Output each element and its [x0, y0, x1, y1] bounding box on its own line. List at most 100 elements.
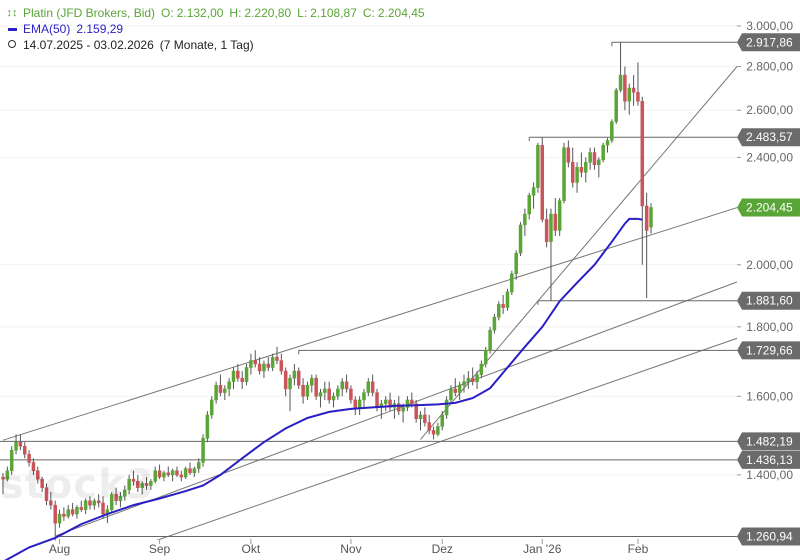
candle-68	[296, 370, 301, 386]
candle-86	[375, 392, 379, 408]
price-label-text-2: 2.204,45	[746, 200, 793, 214]
candle-26	[114, 493, 118, 501]
candle-146	[636, 92, 640, 102]
watermark: stock3	[0, 462, 155, 508]
candle-12	[53, 504, 57, 524]
candle-49	[214, 385, 218, 401]
price-label-6: 1.436,13	[737, 450, 800, 469]
candle-97	[423, 414, 427, 423]
candle-31	[136, 481, 140, 488]
price-label-1: 2.483,57	[737, 128, 800, 147]
price-label-text-0: 2.917,86	[746, 35, 793, 49]
candlestick-icon: ↕↕	[6, 7, 18, 19]
candle-0	[1, 476, 5, 480]
candle-147	[640, 100, 645, 207]
candle-17	[75, 507, 79, 515]
horizontal-levels	[0, 41, 737, 541]
candle-54	[236, 370, 240, 379]
x-tick-label-4: Dez	[432, 542, 453, 556]
trendline-2	[420, 65, 737, 440]
price-label-box-5	[737, 432, 800, 451]
candle-116	[505, 291, 510, 308]
candle-27	[118, 496, 123, 501]
candle-140	[610, 121, 614, 141]
x-tick-label-2: Okt	[242, 542, 261, 556]
candle-6	[27, 454, 31, 463]
x-tick-label-6: Feb	[628, 542, 649, 556]
y-tick-label-3: 2.000,00	[746, 258, 793, 272]
candle-115	[501, 304, 505, 308]
candle-30	[131, 478, 136, 482]
candle-117	[510, 273, 514, 293]
candle-122	[531, 187, 536, 196]
candle-51	[223, 388, 227, 393]
candle-121	[527, 195, 531, 215]
candle-65	[283, 370, 288, 390]
price-label-text-3: 1.881,60	[746, 294, 793, 308]
candle-83	[362, 392, 366, 401]
candle-14	[62, 513, 66, 517]
candle-19	[83, 500, 88, 510]
candle-139	[605, 140, 610, 146]
candle-128	[557, 200, 562, 231]
candle-127	[553, 213, 558, 231]
candle-5	[22, 445, 27, 455]
candle-59	[257, 363, 262, 372]
candle-120	[523, 213, 527, 226]
candle-2	[9, 449, 14, 471]
candle-103	[449, 388, 453, 401]
candle-142	[618, 74, 623, 91]
candle-9	[40, 478, 44, 488]
clock-icon	[6, 37, 18, 53]
price-label-box-0	[737, 33, 800, 52]
candle-144	[627, 87, 632, 102]
candle-15	[66, 509, 70, 517]
price-label-box-4	[737, 341, 800, 360]
candle-99	[431, 430, 436, 435]
x-tick-label-1: Sep	[149, 542, 171, 556]
candle-118	[514, 252, 518, 274]
legend-range-row: 14.07.2025 - 03.02.2026 (7 Monate, 1 Tag…	[6, 37, 425, 53]
price-label-4: 1.729,66	[737, 341, 800, 360]
price-label-text-7: 1.260,94	[746, 530, 793, 544]
candle-23	[101, 502, 105, 515]
candle-79	[344, 381, 349, 390]
candle-33	[144, 483, 149, 486]
candle-67	[292, 370, 297, 379]
candle-91	[397, 403, 401, 412]
candle-134	[584, 162, 588, 173]
price-label-text-4: 1.729,66	[746, 343, 793, 357]
candle-76	[331, 396, 336, 401]
line-swatch-icon	[6, 21, 18, 37]
candle-75	[327, 388, 331, 401]
candle-39	[170, 470, 175, 476]
candle-13	[57, 513, 62, 524]
candle-35	[153, 470, 157, 482]
price-label-text-1: 2.483,57	[746, 130, 793, 144]
price-label-3: 1.881,60	[737, 291, 800, 310]
candle-109	[475, 374, 479, 382]
candle-72	[314, 377, 318, 397]
legend-close-label: C:	[362, 6, 375, 20]
y-tick-label-0: 1.400,00	[746, 468, 793, 482]
ema-50-line	[4, 217, 643, 560]
candle-40	[175, 470, 179, 476]
candle-3	[14, 441, 18, 451]
price-label-text-6: 1.436,13	[746, 453, 793, 467]
candle-77	[336, 388, 340, 397]
candle-95	[414, 403, 418, 420]
price-label-7: 1.260,94	[737, 527, 800, 546]
y-axis: 1.400,00 1.600,00 1.800,00 2.000,00 2.400,00…	[737, 19, 793, 482]
y-tick-label-7: 3.000,00	[746, 19, 793, 33]
candle-113	[492, 316, 497, 331]
candle-126	[549, 213, 553, 242]
candle-102	[444, 399, 449, 416]
legend-ema-row: EMA(50) 2.159,29	[6, 21, 425, 37]
candle-112	[488, 329, 492, 351]
candle-114	[497, 304, 501, 318]
price-label-5: 1.482,19	[737, 432, 800, 451]
candle-84	[366, 381, 371, 393]
price-label-box-7	[737, 527, 800, 546]
legend-open-label: O:	[161, 6, 174, 20]
